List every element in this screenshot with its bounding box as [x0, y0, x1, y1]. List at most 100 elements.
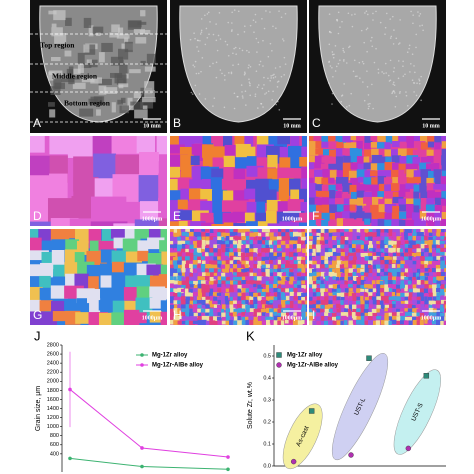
grain — [245, 308, 253, 314]
speckle — [354, 75, 357, 78]
grain — [384, 219, 394, 226]
panel-label: F — [312, 209, 319, 223]
grain — [245, 283, 252, 290]
speckle — [280, 75, 283, 78]
grain — [388, 303, 393, 311]
speckle — [417, 11, 419, 13]
grain — [170, 179, 178, 197]
grain — [98, 300, 115, 311]
grain — [444, 284, 446, 290]
grain — [372, 284, 379, 290]
region-label: Middle region — [52, 72, 98, 81]
grain — [66, 68, 74, 80]
speckle — [360, 29, 363, 32]
panel-label: I — [312, 308, 315, 322]
grain — [309, 268, 314, 275]
grain — [98, 78, 112, 86]
grain — [344, 236, 350, 241]
grain — [328, 295, 334, 303]
grain — [324, 229, 331, 235]
grain — [405, 219, 415, 226]
grain — [415, 229, 420, 233]
grain — [233, 300, 237, 306]
speckle — [412, 14, 414, 16]
grain — [380, 259, 387, 266]
speckle — [263, 76, 265, 79]
grain — [284, 280, 291, 286]
grain — [412, 288, 418, 295]
grain — [237, 243, 243, 249]
grain — [312, 240, 317, 246]
grain — [427, 136, 438, 143]
grain — [440, 307, 444, 313]
grain — [296, 280, 301, 287]
grain — [177, 268, 181, 275]
grain — [196, 299, 204, 304]
grain — [434, 197, 445, 206]
grain — [261, 236, 267, 243]
grain — [273, 320, 279, 325]
grain — [116, 33, 130, 39]
speckle — [330, 31, 332, 34]
grain — [309, 280, 315, 285]
grain — [279, 221, 293, 226]
grain — [356, 218, 363, 226]
grain — [435, 264, 441, 270]
grain — [177, 199, 188, 210]
grain — [301, 292, 307, 298]
speckle — [282, 39, 285, 42]
speckle — [371, 83, 373, 86]
grain — [380, 248, 386, 255]
speckle — [415, 94, 418, 97]
grain — [388, 264, 394, 269]
grain — [265, 284, 272, 290]
speckle — [331, 51, 334, 53]
grain — [284, 316, 290, 320]
region-label: Bottom region — [64, 99, 111, 108]
grain — [285, 232, 291, 237]
grain — [356, 280, 364, 286]
grain — [205, 244, 212, 250]
grain — [181, 304, 187, 309]
grain — [328, 252, 335, 256]
grain — [229, 280, 235, 286]
grain — [392, 240, 399, 245]
grain — [280, 287, 288, 292]
grain — [355, 240, 363, 247]
grain — [193, 296, 199, 302]
grain — [48, 71, 55, 81]
grain — [336, 170, 345, 181]
grain — [408, 292, 414, 298]
grain — [229, 252, 235, 258]
grain — [53, 10, 66, 21]
speckle — [269, 42, 272, 45]
grain — [312, 229, 319, 235]
grain — [360, 244, 365, 250]
grain — [441, 148, 446, 161]
grain — [314, 197, 323, 208]
grain — [300, 229, 306, 232]
grain — [320, 308, 324, 313]
grain — [420, 197, 431, 205]
grain — [268, 260, 273, 266]
speckle — [331, 66, 333, 69]
grain — [416, 304, 422, 310]
grain — [170, 288, 174, 295]
grain — [181, 252, 188, 257]
grain — [384, 256, 390, 261]
grain — [314, 169, 325, 181]
grain — [403, 272, 408, 278]
speckle — [392, 83, 395, 86]
grain — [217, 283, 224, 288]
grain — [328, 280, 334, 287]
grain — [416, 268, 423, 275]
grain — [435, 248, 441, 253]
grain — [424, 244, 429, 251]
grain — [309, 252, 314, 258]
grain — [400, 232, 407, 239]
grain — [245, 276, 250, 281]
micrograph — [30, 229, 167, 325]
y-tick-label: 0.4 — [263, 375, 271, 381]
grain — [388, 291, 393, 299]
speckle — [363, 99, 366, 102]
